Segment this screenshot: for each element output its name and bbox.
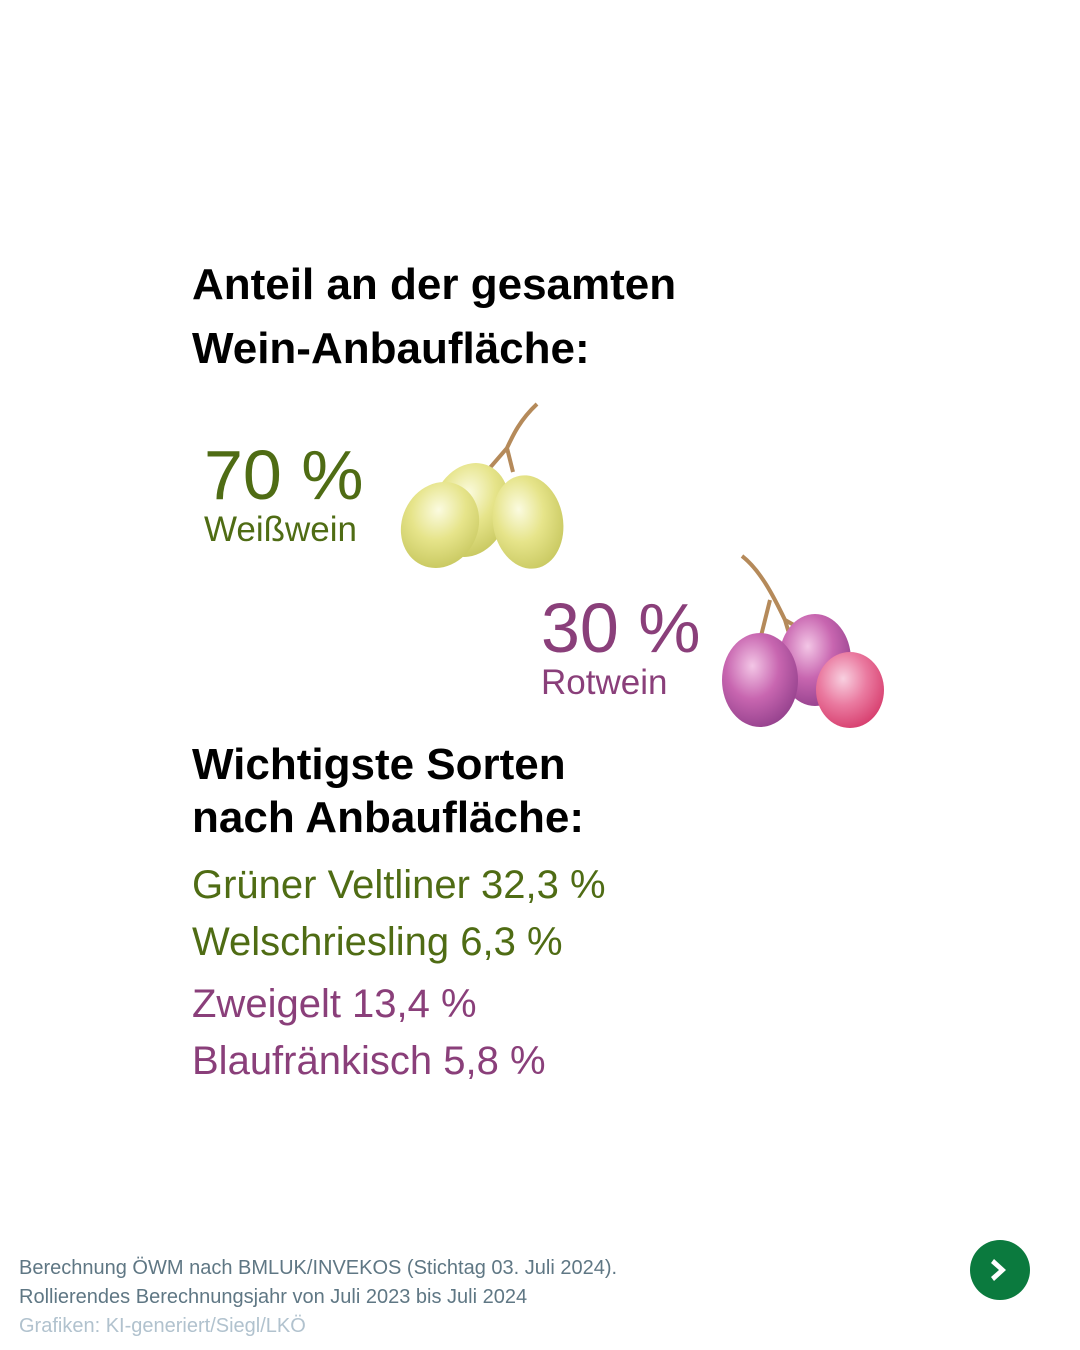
variety-zweigelt: Zweigelt 13,4 % xyxy=(192,982,477,1026)
next-button[interactable] xyxy=(970,1240,1030,1300)
varieties-heading-line-1: Wichtigste Sorten xyxy=(192,740,566,789)
title-line-2: Wein-Anbaufläche: xyxy=(192,324,590,373)
varieties-heading-line-2: nach Anbaufläche: xyxy=(192,793,584,842)
red-wine-label: Rotwein xyxy=(541,663,668,702)
source-line-2: Rollierendes Berechnungsjahr von Juli 20… xyxy=(19,1286,528,1308)
variety-welschriesling: Welschriesling 6,3 % xyxy=(192,920,563,964)
image-credits: Grafiken: KI-generiert/Siegl/LKÖ xyxy=(19,1315,306,1337)
red-grapes-illustration xyxy=(722,554,884,728)
red-wine-percent: 30 % xyxy=(541,589,701,667)
variety-blaufraenkisch: Blaufränkisch 5,8 % xyxy=(192,1039,546,1083)
page-title: Anteil an der gesamten Wein-Anbaufläche: xyxy=(192,253,676,381)
footer-source: Berechnung ÖWM nach BMLUK/INVEKOS (Stich… xyxy=(19,1254,617,1341)
variety-gruener-veltliner: Grüner Veltliner 32,3 % xyxy=(192,863,606,907)
white-wine-percent: 70 % xyxy=(204,436,364,514)
title-line-1: Anteil an der gesamten xyxy=(192,260,677,309)
source-line-1: Berechnung ÖWM nach BMLUK/INVEKOS (Stich… xyxy=(19,1257,618,1279)
white-wine-label: Weißwein xyxy=(204,510,358,549)
white-grapes-illustration xyxy=(400,402,564,569)
chevron-right-icon xyxy=(991,1259,1006,1281)
red-wine-share: 30 % Rotwein xyxy=(541,593,701,703)
white-wine-share: 70 % Weißwein xyxy=(204,440,364,550)
varieties-heading: Wichtigste Sorten nach Anbaufläche: xyxy=(192,738,584,844)
